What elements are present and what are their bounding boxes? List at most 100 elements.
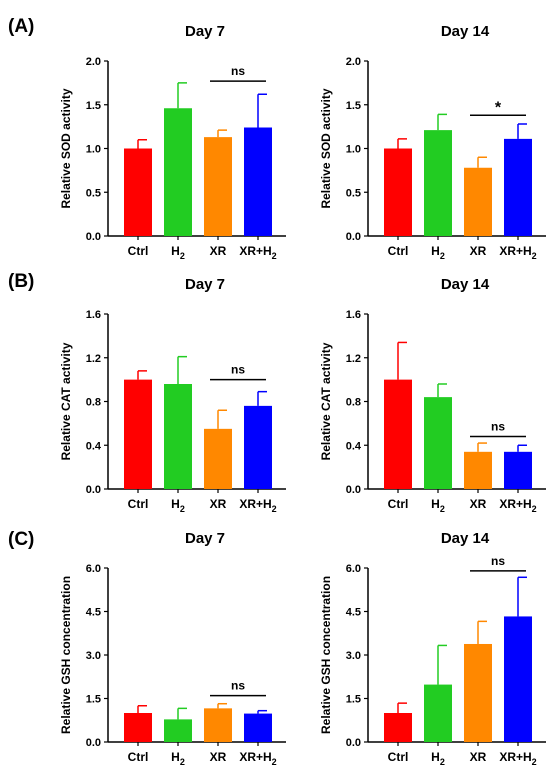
y-tick-label: 0.0 [86,231,101,243]
y-tick-label: 1.2 [346,353,361,365]
category-label-1: Ctrl [388,244,409,258]
chart-3: Day 7 Relative CAT activity 0.0 0.4 0.8 1.2 1.… [59,276,286,514]
chart-6: Day 14 Relative GSH concentration 0.0 1.5 3.… [319,530,546,767]
y-tick-label: 1.5 [86,694,101,706]
chart-title: Day 7 [185,530,225,547]
y-tick-label: 4.5 [346,607,361,619]
y-tick-label: 2.0 [346,56,361,68]
y-tick-label: 1.6 [346,309,361,321]
bar-3 [464,167,492,236]
chart-4: Day 14 Relative CAT activity 0.0 0.4 0.8 1.2 1… [319,276,546,514]
y-tick-label: 1.5 [346,694,361,706]
significance-label: ns [231,363,245,377]
bar-4 [504,451,532,489]
y-axis-label: Relative CAT activity [319,342,333,460]
category-label-1: Ctrl [128,244,149,258]
bar-1 [124,379,152,489]
y-tick-label: 0.5 [346,187,361,199]
y-tick-label: 0.8 [346,397,361,409]
category-label-3: XR [470,497,487,511]
y-tick-label: 0.5 [86,187,101,199]
bar-1 [124,713,152,742]
category-label-2: H2 [431,244,445,261]
bar-2 [164,719,192,742]
bar-4 [244,713,272,742]
bar-3 [204,428,232,489]
panel-label-c: (C) [8,529,34,550]
bar-2 [164,108,192,236]
y-tick-label: 0.4 [346,440,362,452]
category-label-1: Ctrl [388,750,409,764]
category-label-4: XR+H2 [239,497,276,514]
significance-label: ns [491,420,505,434]
y-axis-label: Relative SOD activity [319,88,333,208]
bar-3 [464,643,492,742]
y-tick-label: 0.0 [346,484,361,496]
y-tick-label: 2.0 [86,56,101,68]
y-tick-label: 4.5 [86,607,101,619]
y-tick-label: 0.4 [86,440,102,452]
y-tick-label: 1.0 [346,144,361,156]
y-tick-label: 3.0 [86,650,101,662]
category-label-3: XR [210,244,227,258]
y-tick-label: 1.5 [86,100,101,112]
chart-title: Day 14 [441,530,490,547]
bar-1 [384,379,412,489]
bar-4 [244,127,272,236]
category-label-2: H2 [171,750,185,767]
significance-label: * [495,99,502,116]
chart-title: Day 7 [185,276,225,293]
bar-3 [204,137,232,236]
category-label-2: H2 [431,750,445,767]
bar-1 [124,148,152,236]
significance-label: ns [491,554,505,568]
y-axis-label: Relative SOD activity [59,88,73,208]
category-label-3: XR [470,750,487,764]
y-tick-label: 0.0 [346,737,361,749]
chart-title: Day 7 [185,23,225,40]
y-tick-label: 1.6 [86,309,101,321]
category-label-1: Ctrl [388,497,409,511]
chart-2: Day 14 Relative SOD activity 0.0 0.5 1.0 1.5 2… [319,23,546,261]
bar-4 [244,405,272,489]
chart-5: Day 7 Relative GSH concentration 0.0 1.5 3.0… [59,530,286,767]
y-tick-label: 1.0 [86,144,101,156]
bar-1 [384,148,412,236]
category-label-3: XR [470,244,487,258]
chart-title: Day 14 [441,276,490,293]
bar-4 [504,616,532,742]
bar-2 [424,130,452,236]
category-label-4: XR+H2 [239,244,276,261]
y-tick-label: 0.0 [86,737,101,749]
category-label-3: XR [210,750,227,764]
y-axis-label: Relative GSH concentration [319,576,333,734]
category-label-1: Ctrl [128,750,149,764]
category-label-1: Ctrl [128,497,149,511]
y-axis-label: Relative GSH concentration [59,576,73,734]
category-label-4: XR+H2 [239,750,276,767]
category-label-3: XR [210,497,227,511]
category-label-2: H2 [171,244,185,261]
y-tick-label: 0.8 [86,397,101,409]
y-tick-label: 3.0 [346,650,361,662]
category-label-4: XR+H2 [499,244,536,261]
bar-1 [384,713,412,742]
category-label-2: H2 [431,497,445,514]
bar-2 [424,684,452,742]
y-tick-label: 0.0 [86,484,101,496]
y-tick-label: 0.0 [346,231,361,243]
y-axis-label: Relative CAT activity [59,342,73,460]
y-tick-label: 6.0 [346,563,361,575]
y-tick-label: 1.2 [86,353,101,365]
category-label-4: XR+H2 [499,497,536,514]
bar-3 [204,708,232,742]
significance-label: ns [231,64,245,78]
panel-label-a: (A) [8,16,34,37]
category-label-4: XR+H2 [499,750,536,767]
bar-2 [164,384,192,489]
bar-2 [424,397,452,489]
chart-1: Day 7 Relative SOD activity 0.0 0.5 1.0 1.5 2.… [59,23,286,261]
bar-3 [464,451,492,489]
bar-4 [504,138,532,236]
